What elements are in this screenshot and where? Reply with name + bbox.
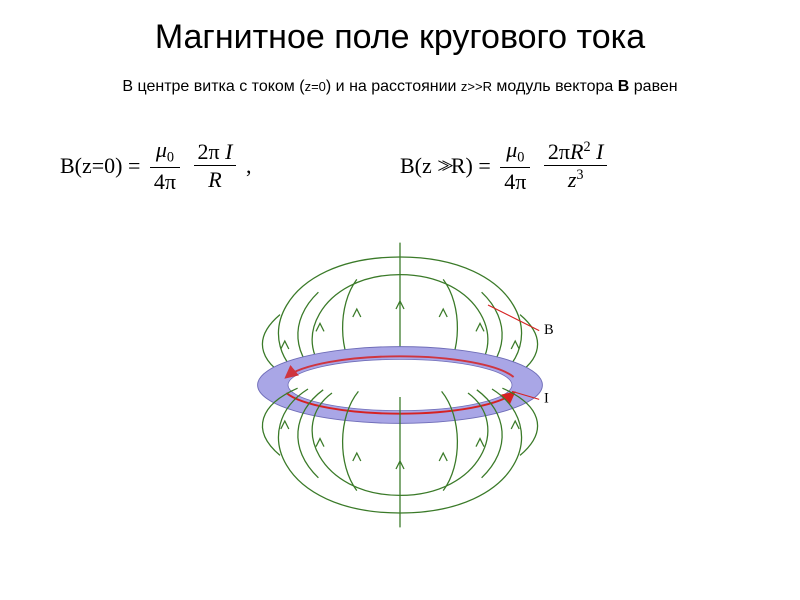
f1-lhs: B(z=0) — [60, 153, 123, 179]
f2-2pi: 2π — [548, 139, 570, 164]
subtitle-B: B — [618, 78, 630, 95]
formula-center: B(z=0) = μ0 4π 2π I R , — [60, 138, 251, 193]
slide: Магнитное поле кругового тока В центре в… — [0, 0, 800, 600]
label-B-pointer — [488, 305, 539, 331]
field-diagram: B I — [140, 225, 660, 545]
f2-frac2: 2πR2 I z3 — [544, 140, 608, 191]
f1-mu-sub: 0 — [167, 149, 174, 165]
slide-title: Магнитное поле кругового тока — [0, 18, 800, 57]
f1-comma: , — [246, 153, 252, 179]
f1-den1: 4π — [150, 168, 180, 193]
f2-lhs-b: R) — [445, 153, 473, 178]
subtitle-text-d: равен — [629, 78, 677, 95]
f1-frac2: 2π I R — [194, 140, 237, 191]
slide-subtitle: В центре витка с током (z=0) и на рассто… — [0, 78, 800, 96]
f2-eq: = — [478, 153, 490, 179]
f1-R: R — [194, 166, 237, 191]
f1-eq: = — [128, 153, 140, 179]
subtitle-text-a: В центре витка с током ( — [122, 78, 304, 95]
f2-mu-sub: 0 — [517, 149, 524, 165]
formula-far: B(z >> R) = μ0 4π 2πR2 I z3 — [400, 138, 611, 193]
f1-I: I — [220, 139, 233, 164]
formula-row: B(z=0) = μ0 4π 2π I R , B(z >> R) = μ0 4… — [0, 130, 800, 210]
f2-mu: μ — [506, 137, 517, 162]
f2-lhs-a: B(z — [400, 153, 437, 178]
f2-frac1: μ0 4π — [500, 138, 530, 193]
subtitle-text-b: ) и на расстоянии — [326, 78, 461, 95]
label-I: I — [544, 391, 549, 407]
f2-R2: 2 — [583, 139, 590, 155]
subtitle-z0: z=0 — [305, 79, 326, 94]
f2-R: R — [570, 139, 583, 164]
f2-z3: 3 — [576, 167, 583, 183]
f1-frac1: μ0 4π — [150, 138, 180, 193]
subtitle-text-c: модуль вектора — [492, 78, 618, 95]
label-B: B — [544, 322, 554, 338]
f1-mu: μ — [156, 137, 167, 162]
f1-2pi: 2π — [198, 139, 220, 164]
f2-I: I — [591, 139, 604, 164]
f2-den1: 4π — [500, 168, 530, 193]
subtitle-zggr: z>>R — [461, 79, 492, 94]
